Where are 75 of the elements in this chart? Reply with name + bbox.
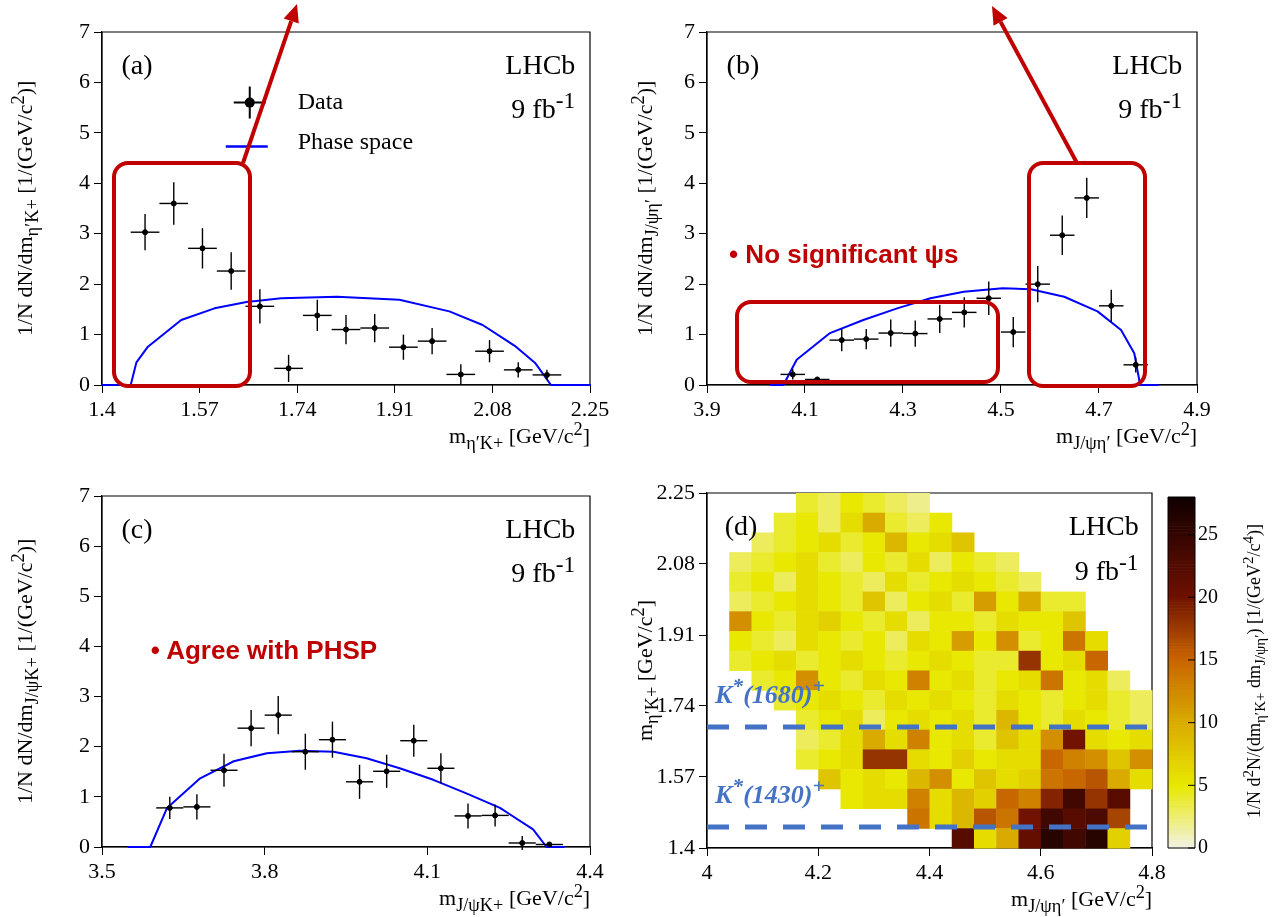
y-tick-label: 6 (79, 531, 90, 557)
x-tick-label: 4.9 (1183, 395, 1211, 421)
annotation: LHCb (505, 48, 576, 81)
color-bar-label: 0 (1198, 835, 1208, 858)
annotation: (b) (726, 48, 760, 81)
y-tick-label: 6 (79, 68, 90, 94)
y-tick-label: 5 (79, 118, 90, 144)
x-tick-label: 1.57 (180, 395, 219, 421)
y-tick-label: 0 (684, 370, 695, 396)
y-tick-label: 4 (684, 169, 695, 195)
x-tick-label: 4.4 (576, 857, 604, 883)
annotation: 9 fb$^{-1}$ (511, 551, 576, 590)
color-bar-label: 10 (1198, 709, 1218, 732)
color-bar-label: 25 (1198, 521, 1218, 544)
x-tick-label: 1.74 (277, 395, 317, 421)
ref-line-label: K$^{*}$(1430)$^{+}$ (715, 774, 825, 810)
color-bar-label: 5 (1198, 772, 1208, 795)
y-tick-label: 2.25 (656, 478, 695, 504)
x-tick-label: 4 (701, 858, 713, 884)
x-tick-label: 3.9 (693, 395, 721, 421)
x-tick-label: 4.7 (1085, 395, 1113, 421)
x-tick-label: 2.25 (570, 395, 610, 421)
y-tick-label: 1.4 (667, 833, 695, 859)
annotation: (c) (121, 512, 153, 545)
annotation: (d) (724, 509, 758, 542)
x-tick-label: 3.8 (250, 857, 279, 883)
y-tick-label: 2 (684, 269, 695, 295)
x-tick-label: 4.1 (791, 395, 819, 421)
y-tick-label: 7 (79, 481, 90, 507)
y-tick-label: 4 (79, 169, 90, 195)
y-tick-label: 2.08 (656, 549, 695, 575)
y-tick-label: 1 (79, 320, 90, 346)
y-tick-label: 1 (79, 782, 90, 808)
y-tick-label: 5 (684, 118, 695, 144)
y-tick-label: 4 (79, 632, 90, 658)
color-bar-label: 15 (1198, 647, 1218, 670)
x-axis-title: m$_{J/ψη′}$ [GeV/c$^{2}$] (1056, 419, 1198, 453)
legend-label: Phase space (297, 127, 414, 154)
x-axis-title: m$_{η′K+}$ [GeV/c$^{2}$] (449, 419, 591, 453)
y-tick-label: 1 (684, 320, 695, 346)
y-tick-label: 5 (79, 582, 90, 608)
y-tick-label: 3 (79, 219, 90, 245)
annotation: (a) (121, 48, 153, 81)
x-tick-label: 4.5 (987, 395, 1015, 421)
y-tick-label: 2 (79, 269, 90, 295)
y-tick-label: 6 (684, 68, 695, 94)
y-tick-label: 0 (79, 370, 90, 396)
x-tick-label: 3.5 (88, 857, 116, 883)
x-tick-label: 4.1 (413, 857, 442, 883)
y-tick-label: 0 (79, 832, 90, 858)
y-tick-label: 3 (684, 219, 695, 245)
annotation: LHCb (1068, 509, 1139, 542)
annotation: 9 fb$^{-1}$ (511, 87, 576, 126)
annotation: • Agree with PHSP (150, 635, 378, 666)
x-tick-label: 1.91 (375, 395, 415, 421)
x-tick-label: 4.2 (804, 858, 832, 884)
x-tick-label: 4.4 (915, 858, 944, 884)
x-axis-title: m$_{J/ψK+}$ [GeV/c$^{2}$] (439, 881, 591, 915)
annotation: 9 fb$^{-1}$ (1118, 87, 1183, 126)
x-tick-label: 4.6 (1027, 858, 1055, 884)
y-tick-label: 1.57 (656, 762, 695, 788)
y-tick-label: 3 (79, 682, 90, 708)
x-tick-label: 2.08 (473, 395, 512, 421)
x-tick-label: 4.3 (889, 395, 917, 421)
color-bar-label: 20 (1198, 584, 1218, 607)
annotation: 9 fb$^{-1}$ (1074, 548, 1139, 587)
x-axis-title: m$_{J/ψη′}$ [GeV/c$^{2}$] (1011, 882, 1153, 916)
legend-label: Data (297, 87, 344, 114)
annotation: LHCb (505, 512, 576, 545)
annotation: LHCb (1112, 48, 1183, 81)
y-tick-label: 2 (79, 732, 90, 758)
y-tick-label: 7 (684, 17, 695, 43)
y-tick-label: 7 (79, 17, 90, 43)
annotation: • No significant ψs (729, 239, 959, 270)
x-tick-label: 4.8 (1138, 858, 1166, 884)
